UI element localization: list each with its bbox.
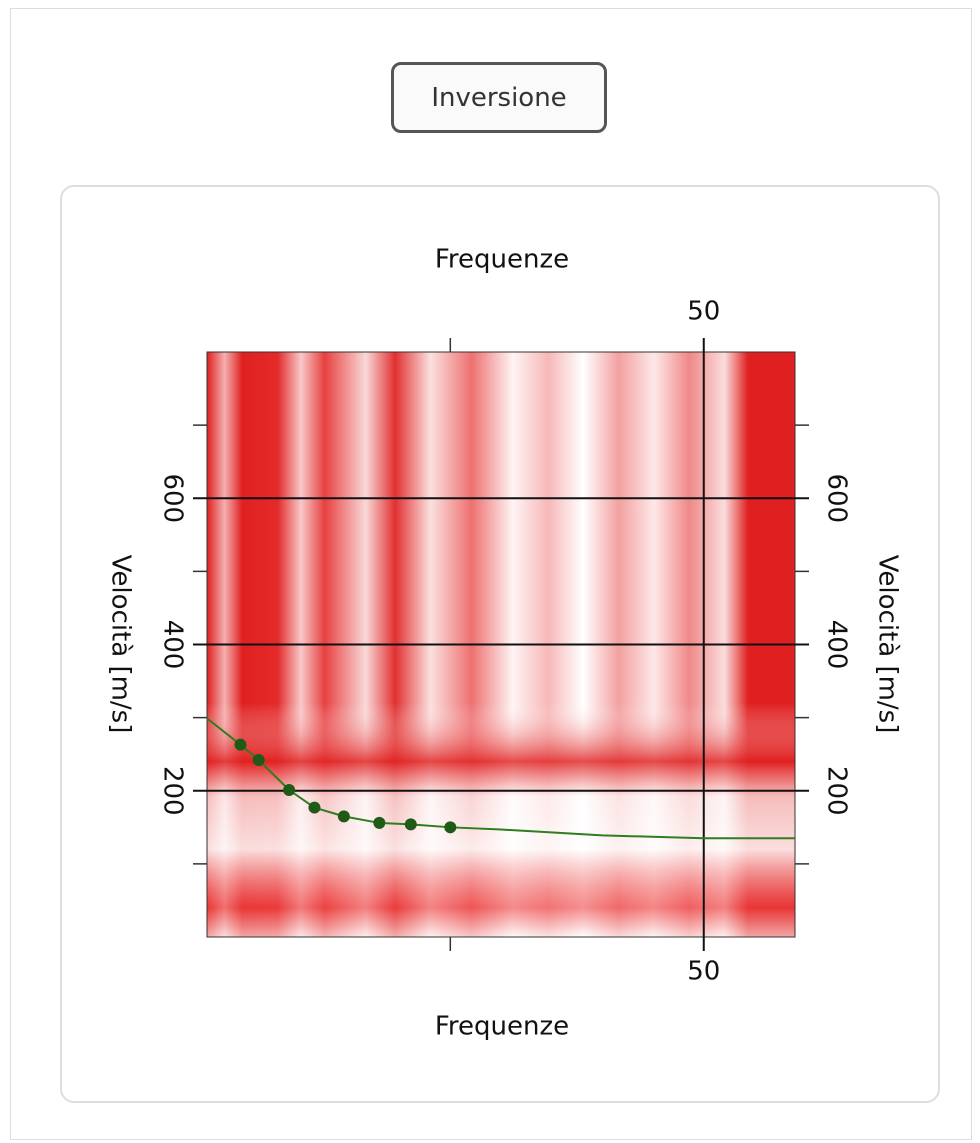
chart-panel bbox=[60, 185, 940, 1103]
picked-point bbox=[337, 810, 350, 823]
y2-tick-label: 600 bbox=[822, 473, 852, 523]
picked-point bbox=[404, 818, 417, 831]
window bbox=[10, 8, 972, 1140]
picked-point bbox=[444, 821, 457, 834]
y2-tick-label: 200 bbox=[822, 766, 852, 816]
y-axis-label: Velocità [m/s] bbox=[106, 555, 136, 734]
picked-point bbox=[252, 754, 265, 767]
picked-point bbox=[373, 816, 386, 829]
y2-axis-label: Velocità [m/s] bbox=[873, 555, 903, 734]
inversion-button[interactable]: Inversione bbox=[391, 62, 607, 133]
x-tick-label: 50 bbox=[687, 957, 720, 987]
x2-tick-label: 50 bbox=[687, 297, 720, 327]
y-tick-label: 200 bbox=[158, 766, 188, 816]
x2-axis-label: Frequenze bbox=[435, 245, 569, 275]
y-tick-label: 400 bbox=[158, 620, 188, 670]
picked-point bbox=[283, 784, 296, 797]
y2-tick-label: 400 bbox=[822, 620, 852, 670]
y-tick-label: 600 bbox=[158, 473, 188, 523]
picked-point bbox=[234, 738, 247, 751]
picked-point bbox=[308, 801, 321, 814]
x-axis-label: Frequenze bbox=[435, 1012, 569, 1042]
